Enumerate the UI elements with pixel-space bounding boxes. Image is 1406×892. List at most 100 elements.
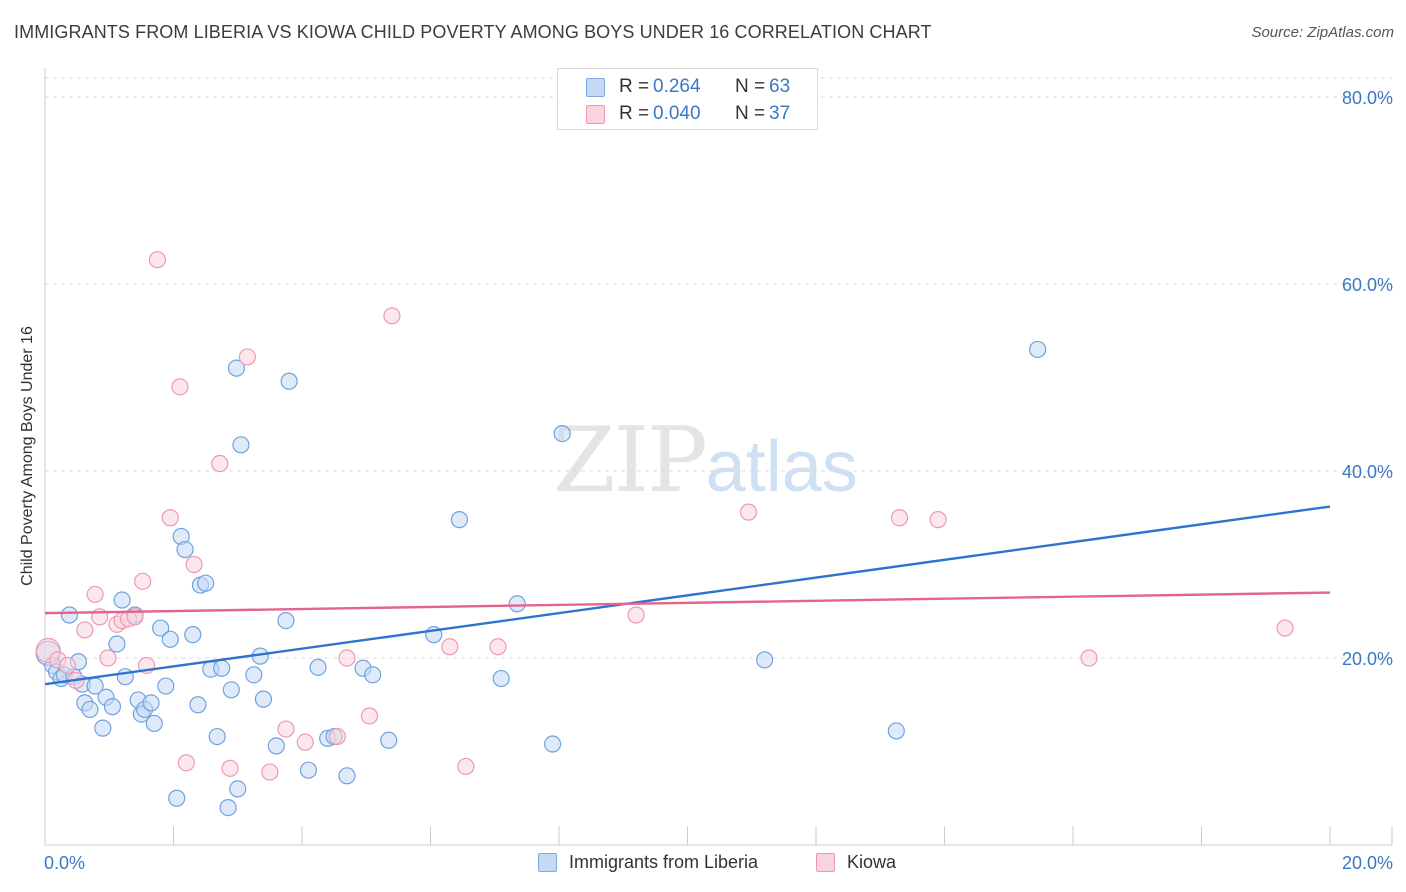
liberia-point xyxy=(338,767,356,785)
kiowa-point xyxy=(86,585,104,604)
chart-title: IMMIGRANTS FROM LIBERIA VS KIOWA CHILD P… xyxy=(14,22,932,42)
kiowa-point xyxy=(627,606,645,624)
liberia-point xyxy=(219,798,237,817)
watermark-atlas: atlas xyxy=(705,427,858,507)
liberia-point xyxy=(113,591,131,609)
liberia-point xyxy=(60,606,79,624)
liberia-point xyxy=(280,372,298,390)
kiowa-point xyxy=(221,759,239,777)
liberia-point xyxy=(887,722,905,740)
liberia-point xyxy=(229,780,247,798)
kiowa-point xyxy=(929,511,947,529)
liberia-trend-line xyxy=(44,505,1331,686)
bottom-legend-swatch-kiowa xyxy=(816,853,835,872)
y-tick-label: 40.0% xyxy=(1342,462,1393,482)
liberia-point xyxy=(142,694,160,712)
kiowa-point xyxy=(148,251,167,269)
liberia-point xyxy=(492,669,510,688)
liberia-point xyxy=(267,737,285,755)
liberia-point xyxy=(245,666,263,684)
kiowa-point xyxy=(739,503,758,521)
liberia-point xyxy=(277,611,295,630)
y-tick-label: 20.0% xyxy=(1342,649,1393,669)
bottom-legend-item-liberia: Immigrants from Liberia xyxy=(538,852,758,873)
kiowa-point xyxy=(171,378,189,396)
liberia-point xyxy=(189,696,207,714)
x-tick-label: 0.0% xyxy=(44,853,85,873)
legend-swatch-liberia xyxy=(586,77,605,97)
kiowa-point xyxy=(441,638,459,656)
kiowa-point xyxy=(177,754,195,772)
liberia-point xyxy=(232,436,250,454)
watermark-zip: ZIP xyxy=(553,408,708,513)
liberia-point xyxy=(161,630,179,648)
legend-r-value: 0.264 xyxy=(653,76,701,97)
kiowa-point xyxy=(328,727,346,746)
kiowa-point xyxy=(134,572,152,590)
liberia-point xyxy=(227,359,246,377)
liberia-point xyxy=(543,735,562,753)
kiowa-point xyxy=(161,509,179,527)
kiowa-point xyxy=(457,757,475,776)
legend-r-label: R = xyxy=(619,103,650,124)
legend-n-label: N = xyxy=(735,103,766,124)
liberia-point xyxy=(108,635,126,653)
liberia-point xyxy=(197,574,215,592)
legend-row-liberia: R = 0.264 N = 63 xyxy=(586,75,790,99)
kiowa-trend-line xyxy=(44,591,1331,615)
liberia-point xyxy=(309,658,327,676)
legend-r-value: 0.040 xyxy=(653,103,701,124)
kiowa-point xyxy=(360,707,379,725)
legend-row-kiowa: R = 0.040 N = 37 xyxy=(586,102,790,126)
legend-swatch-kiowa xyxy=(586,104,605,124)
kiowa-point xyxy=(238,348,256,366)
liberia-point xyxy=(222,681,240,699)
liberia-point xyxy=(508,595,526,613)
liberia-point xyxy=(184,626,202,644)
y-tick-label: 80.0% xyxy=(1342,88,1393,108)
legend-r-label: R = xyxy=(619,76,650,97)
liberia-point xyxy=(380,731,398,749)
source-label: Source: ZipAtlas.com xyxy=(1251,24,1394,41)
bottom-legend-label-liberia: Immigrants from Liberia xyxy=(569,852,759,872)
liberia-point xyxy=(299,761,318,779)
kiowa-point xyxy=(76,621,94,639)
kiowa-point xyxy=(277,720,295,738)
kiowa-point xyxy=(99,649,117,667)
liberia-point xyxy=(254,690,273,708)
liberia-point xyxy=(553,425,571,443)
liberia-point xyxy=(755,651,774,669)
kiowa-point xyxy=(261,763,279,781)
kiowa-point xyxy=(1080,649,1098,667)
bottom-legend: Immigrants from Liberia Kiowa xyxy=(0,852,1406,878)
kiowa-point xyxy=(185,555,203,574)
liberia-point xyxy=(176,540,194,559)
legend-n-label: N = xyxy=(735,76,766,97)
kiowa-point xyxy=(338,649,356,667)
kiowa-point xyxy=(383,307,401,325)
kiowa-point xyxy=(211,454,229,473)
x-tick-label: 20.0% xyxy=(1342,853,1393,873)
liberia-point xyxy=(81,700,99,719)
liberia-point xyxy=(450,511,469,529)
liberia-point xyxy=(213,659,231,677)
legend: R = 0.264 N = 63 R = 0.040 N = 37 xyxy=(557,68,818,130)
liberia-point xyxy=(364,666,382,684)
legend-n-value: 63 xyxy=(769,76,791,97)
bottom-legend-label-kiowa: Kiowa xyxy=(847,852,897,872)
liberia-point xyxy=(152,619,170,637)
kiowa-point xyxy=(58,656,77,675)
y-tick-label: 60.0% xyxy=(1342,275,1393,295)
liberia-point xyxy=(103,698,122,716)
liberia-point xyxy=(208,727,226,746)
bottom-legend-swatch-liberia xyxy=(538,853,557,872)
kiowa-point xyxy=(890,509,909,527)
watermark: ZIPatlas xyxy=(553,408,858,513)
liberia-point xyxy=(1029,340,1047,359)
kiowa-point xyxy=(489,638,507,656)
liberia-point xyxy=(94,719,112,737)
liberia-point xyxy=(168,789,186,807)
liberia-point xyxy=(157,677,175,695)
kiowa-point xyxy=(296,733,314,751)
